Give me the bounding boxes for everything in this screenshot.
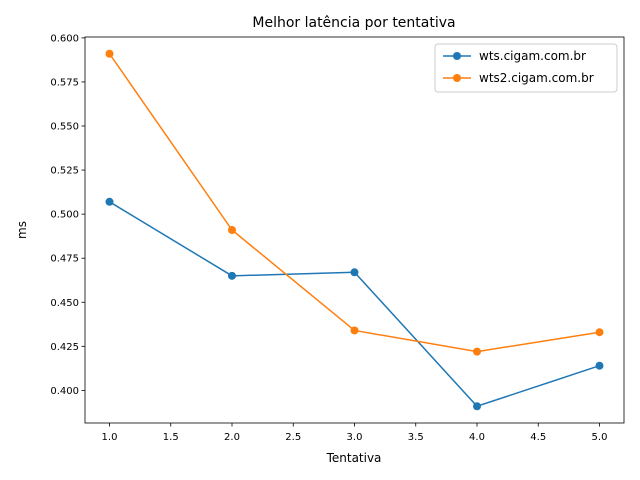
data-point-s2-1 <box>105 49 114 58</box>
legend-box <box>434 43 618 93</box>
data-point-s2-5 <box>595 328 604 337</box>
data-point-s1-1 <box>105 197 114 206</box>
x-tick-label: 5.0 <box>592 432 608 443</box>
data-point-s2-4 <box>473 347 481 356</box>
data-point-s1-5 <box>595 361 604 370</box>
y-tick-label: 0.525 <box>50 166 79 177</box>
legend: wts.cigam.com.br wts2.cigam.com.br <box>434 43 618 93</box>
x-tick-label: 4.0 <box>469 432 485 443</box>
legend-label-1: wts.cigam.com.br <box>479 49 586 63</box>
y-tick-label: 0.500 <box>50 210 79 221</box>
y-tick-label: 0.475 <box>50 254 79 265</box>
legend-marker-1 <box>453 52 461 60</box>
legend-label-2: wts2.cigam.com.br <box>479 71 594 85</box>
y-tick-label: 0.575 <box>50 77 79 88</box>
x-tick-label: 1.0 <box>102 432 118 443</box>
data-point-s1-4 <box>473 402 481 411</box>
x-tick-label: 3.0 <box>347 432 363 443</box>
x-tick-label: 1.5 <box>163 432 179 443</box>
legend-marker-2 <box>453 74 461 82</box>
data-point-s2-3 <box>350 326 359 335</box>
y-tick-label: 0.550 <box>50 122 79 133</box>
data-point-s1-3 <box>350 268 359 277</box>
x-tick-label: 3.5 <box>408 432 424 443</box>
x-axis-label: Tentativa <box>326 451 382 465</box>
x-tick-label: 2.0 <box>224 432 240 443</box>
data-point-s1-2 <box>228 271 236 280</box>
y-tick-label: 0.600 <box>50 33 79 44</box>
y-tick-label: 0.450 <box>50 298 79 309</box>
x-tick-label: 2.5 <box>285 432 301 443</box>
plot-area: 1.0 1.5 2.0 2.5 3.0 3.5 4.0 4.5 5.0 0.400 0.425 0.4… <box>50 33 625 443</box>
x-tick-label: 4.5 <box>530 432 546 443</box>
y-tick-label: 0.425 <box>50 342 79 353</box>
y-axis-label: ms <box>15 221 29 239</box>
y-tick-label: 0.400 <box>50 386 79 397</box>
data-point-s2-2 <box>228 226 236 234</box>
chart-title: Melhor latência por tentativa <box>252 15 455 31</box>
